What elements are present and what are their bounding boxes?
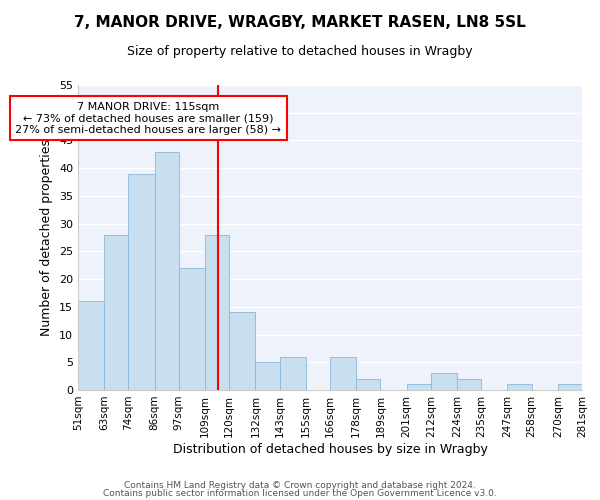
Bar xyxy=(128,174,155,390)
Bar xyxy=(356,379,380,390)
Bar xyxy=(104,234,128,390)
Text: Contains HM Land Registry data © Crown copyright and database right 2024.: Contains HM Land Registry data © Crown c… xyxy=(124,480,476,490)
Bar xyxy=(205,234,229,390)
Bar xyxy=(229,312,256,390)
Bar xyxy=(78,302,104,390)
Bar xyxy=(407,384,431,390)
Text: Contains public sector information licensed under the Open Government Licence v3: Contains public sector information licen… xyxy=(103,489,497,498)
Text: 7, MANOR DRIVE, WRAGBY, MARKET RASEN, LN8 5SL: 7, MANOR DRIVE, WRAGBY, MARKET RASEN, LN… xyxy=(74,15,526,30)
Bar xyxy=(280,356,306,390)
Bar xyxy=(155,152,179,390)
Bar xyxy=(457,379,481,390)
Bar xyxy=(558,384,582,390)
Text: 7 MANOR DRIVE: 115sqm
← 73% of detached houses are smaller (159)
27% of semi-det: 7 MANOR DRIVE: 115sqm ← 73% of detached … xyxy=(15,102,281,135)
Bar xyxy=(431,374,457,390)
Y-axis label: Number of detached properties: Number of detached properties xyxy=(40,139,53,336)
X-axis label: Distribution of detached houses by size in Wragby: Distribution of detached houses by size … xyxy=(173,442,487,456)
Bar xyxy=(508,384,532,390)
Bar xyxy=(256,362,280,390)
Bar xyxy=(330,356,356,390)
Bar xyxy=(179,268,205,390)
Text: Size of property relative to detached houses in Wragby: Size of property relative to detached ho… xyxy=(127,45,473,58)
